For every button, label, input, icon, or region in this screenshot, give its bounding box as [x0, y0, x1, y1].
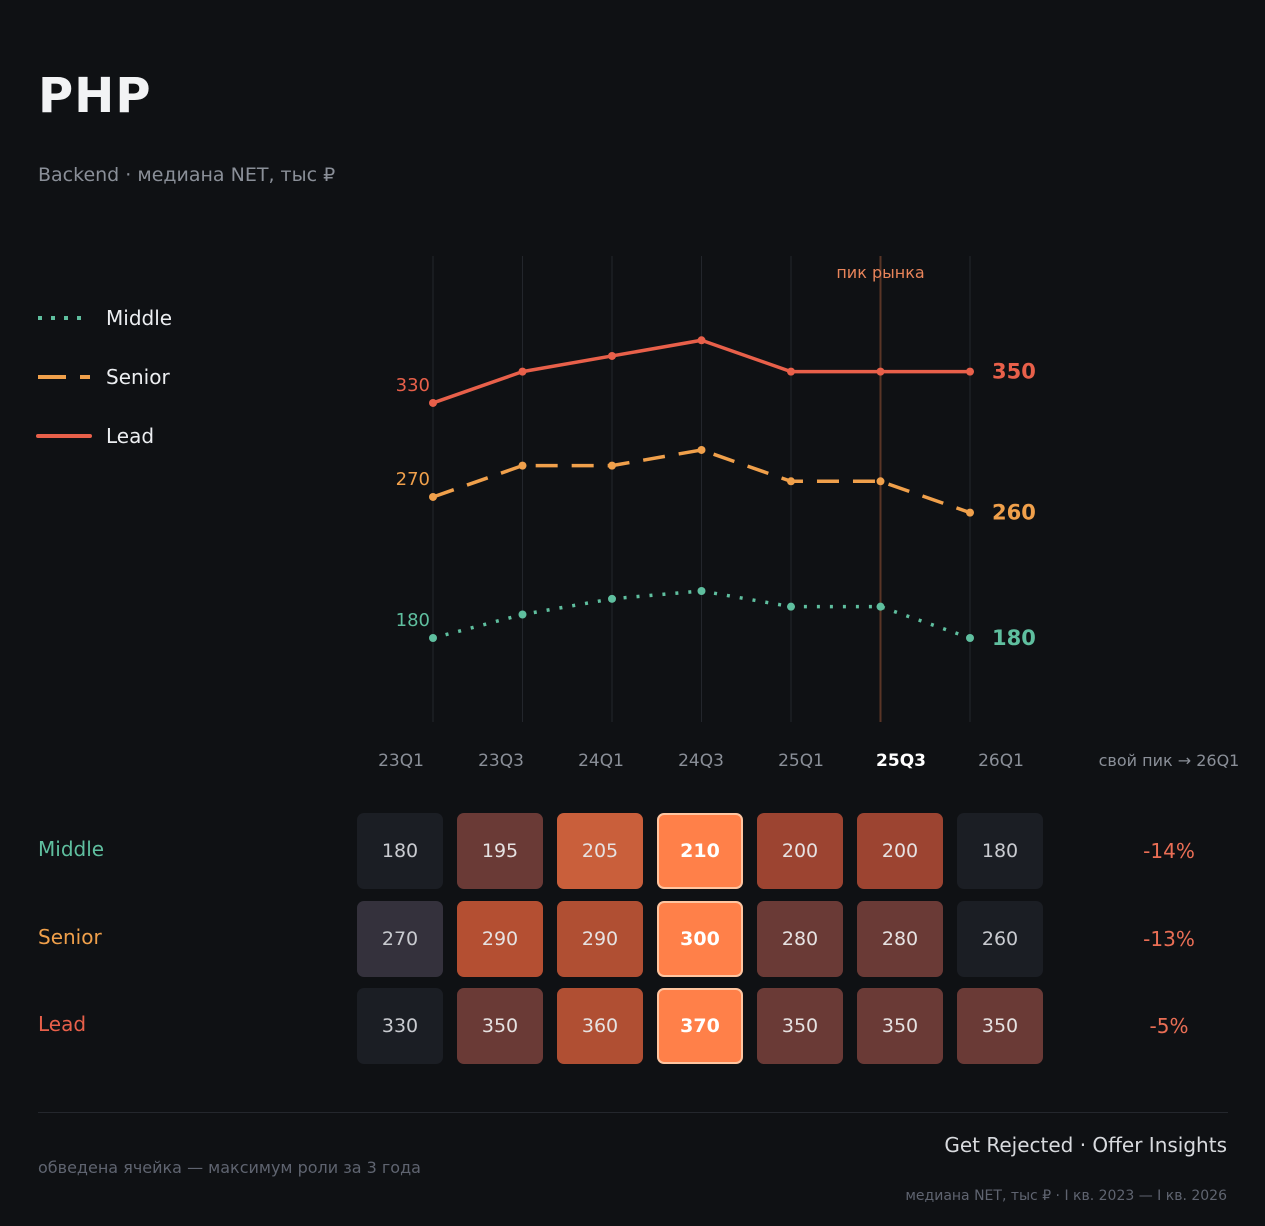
legend-item-senior: Senior [36, 347, 172, 406]
data-point-lead [697, 336, 706, 345]
data-point-middle [787, 602, 795, 611]
page-title: PHP [38, 68, 152, 124]
data-point-middle [697, 586, 706, 595]
brand-credit: Get Rejected · Offer Insights [944, 1133, 1227, 1157]
heatmap-cell-senior: 270 [357, 901, 443, 977]
data-point-middle [429, 634, 437, 642]
data-point-middle [608, 594, 616, 603]
heatmap-cell-middle: 210 [657, 813, 743, 889]
change-value-lead: -5% [1149, 1014, 1189, 1038]
legend-item-middle: Middle [36, 288, 172, 347]
start-label-middle: 180 [396, 610, 430, 631]
footer-meta: медиана NET, тыс ₽ · I кв. 2023 — I кв. … [905, 1188, 1227, 1204]
data-point-middle [876, 602, 885, 611]
change-column-header: свой пик → 26Q1 [1099, 751, 1240, 770]
heatmap-cell-senior: 280 [757, 901, 843, 977]
row-label-lead: Lead [38, 1012, 87, 1036]
data-point-lead [429, 398, 437, 407]
footer-note: обведена ячейка — максимум роли за 3 год… [38, 1158, 421, 1177]
legend-swatch-senior [38, 374, 90, 379]
heatmap-cell-lead: 350 [457, 988, 543, 1064]
heatmap-cell-middle: 200 [757, 813, 843, 889]
data-point-middle [518, 610, 527, 619]
x-tick-label: 25Q1 [778, 751, 824, 771]
heatmap-cell-lead: 370 [657, 988, 743, 1064]
heatmap-cell-lead: 350 [757, 988, 843, 1064]
end-label-lead: 350 [992, 360, 1036, 384]
data-point-senior [966, 508, 974, 517]
data-point-senior [697, 445, 706, 454]
data-point-senior [518, 461, 527, 470]
heatmap-cell-lead: 360 [557, 988, 643, 1064]
data-point-lead [787, 367, 795, 376]
heatmap-cell-senior: 290 [557, 901, 643, 977]
start-label-lead: 330 [396, 375, 430, 396]
data-point-lead [966, 367, 974, 376]
heatmap-cell-senior: 260 [957, 901, 1043, 977]
heatmap-cell-lead: 350 [957, 988, 1043, 1064]
x-tick-label: 23Q3 [478, 751, 524, 771]
data-point-senior [608, 461, 616, 470]
data-point-middle [966, 634, 974, 642]
x-tick-label: 25Q3 [876, 751, 926, 771]
data-point-lead [876, 367, 885, 376]
legend-label-lead: Lead [106, 423, 155, 448]
data-point-lead [518, 367, 527, 376]
data-point-senior [876, 477, 885, 486]
chart-legend: Middle Senior Lead [36, 288, 172, 465]
legend-label-senior: Senior [106, 364, 170, 389]
heatmap-cell-middle: 180 [957, 813, 1043, 889]
heatmap-cell-senior: 300 [657, 901, 743, 977]
x-tick-label: 24Q3 [678, 751, 724, 771]
data-point-senior [787, 477, 795, 486]
change-value-senior: -13% [1143, 927, 1195, 951]
heatmap-cell-middle: 205 [557, 813, 643, 889]
page-subtitle: Backend · медиана NET, тыс ₽ [38, 164, 336, 186]
line-chart: пик рынка 180 180 270 260 330 350 23Q1 23Q3 24Q1 2… [378, 256, 1240, 771]
change-value-middle: -14% [1143, 839, 1195, 863]
x-tick-label: 24Q1 [578, 751, 624, 771]
footer-divider [38, 1112, 1228, 1113]
end-label-senior: 260 [992, 501, 1036, 525]
legend-swatch-middle [38, 315, 90, 320]
start-label-senior: 270 [396, 469, 430, 490]
heatmap-cell-lead: 330 [357, 988, 443, 1064]
heatmap-cell-lead: 350 [857, 988, 943, 1064]
heatmap-cell-senior: 290 [457, 901, 543, 977]
end-label-middle: 180 [992, 626, 1036, 650]
data-point-senior [429, 492, 437, 501]
x-tick-label: 26Q1 [978, 751, 1024, 771]
heatmap-cell-middle: 200 [857, 813, 943, 889]
legend-label-middle: Middle [106, 305, 173, 330]
data-point-lead [608, 351, 616, 360]
row-label-middle: Middle [38, 837, 105, 861]
heatmap-cell-senior: 280 [857, 901, 943, 977]
row-label-senior: Senior [38, 925, 102, 949]
heatmap-cell-middle: 180 [357, 813, 443, 889]
legend-item-lead: Lead [36, 406, 172, 465]
x-tick-label: 23Q1 [378, 751, 424, 771]
heatmap-cell-middle: 195 [457, 813, 543, 889]
highlight-label: пик рынка [836, 263, 924, 282]
legend-swatch-lead [36, 433, 92, 438]
